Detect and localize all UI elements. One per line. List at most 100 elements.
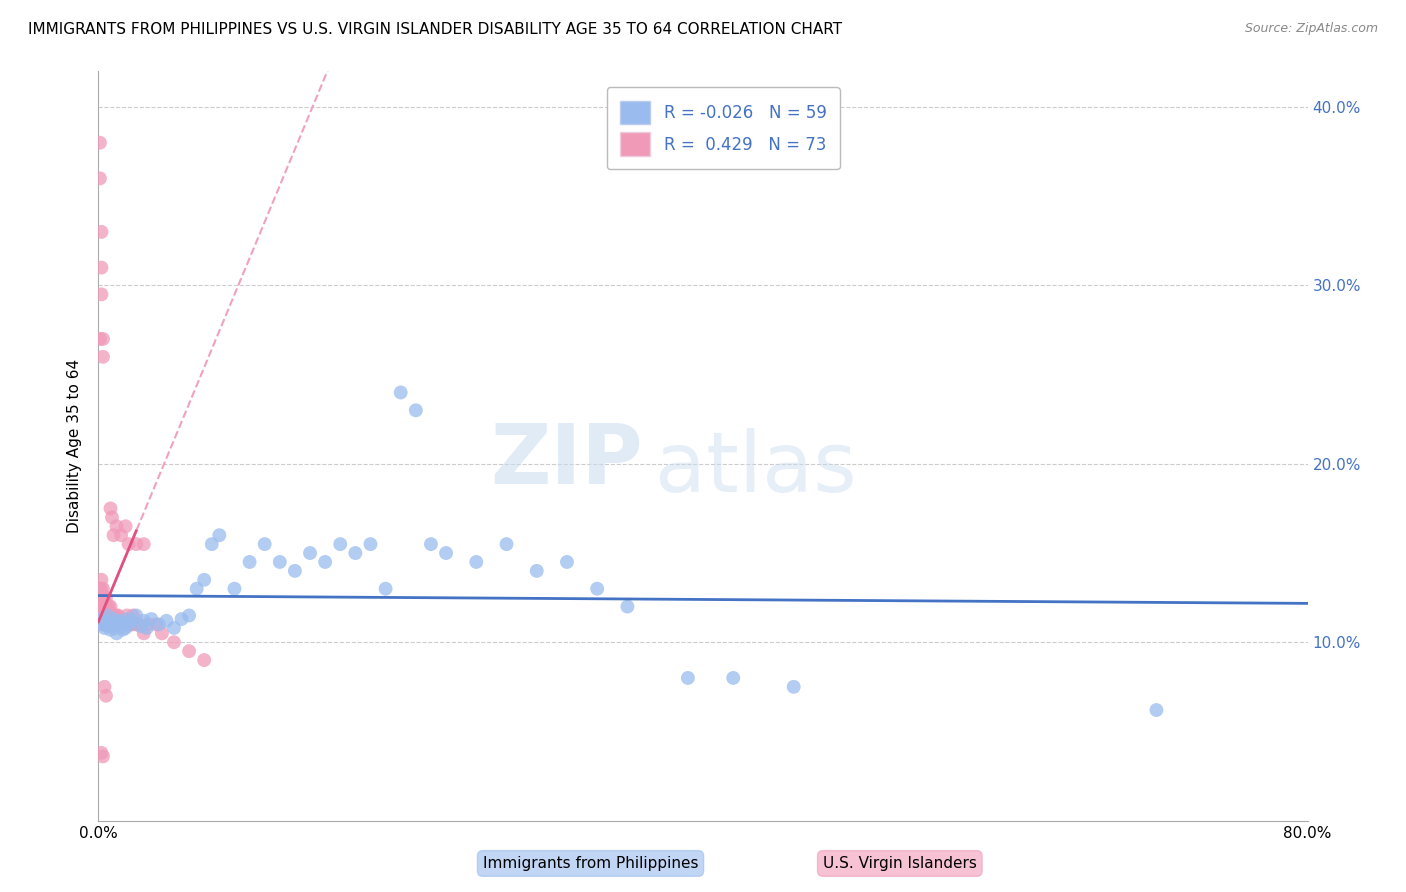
Point xyxy=(360,537,382,551)
Point xyxy=(114,519,136,533)
Point xyxy=(374,582,396,596)
Point xyxy=(110,619,132,633)
Point xyxy=(91,582,114,596)
Point xyxy=(110,617,132,632)
Point xyxy=(100,623,122,637)
Point xyxy=(107,617,129,632)
Point xyxy=(93,591,115,605)
Point xyxy=(103,612,125,626)
Point xyxy=(676,671,699,685)
Point xyxy=(94,599,117,614)
Point xyxy=(299,546,322,560)
Point xyxy=(98,599,121,614)
Point xyxy=(783,680,806,694)
Point xyxy=(420,537,443,551)
Point xyxy=(120,617,142,632)
Point xyxy=(118,537,141,551)
Point xyxy=(145,617,167,632)
Point xyxy=(125,608,148,623)
Point xyxy=(148,617,170,632)
Point xyxy=(91,591,114,605)
Point xyxy=(91,599,114,614)
Point xyxy=(105,626,128,640)
Point xyxy=(96,608,118,623)
Point xyxy=(90,591,112,605)
Point xyxy=(108,617,131,632)
Point xyxy=(108,614,131,628)
Point xyxy=(89,171,111,186)
Point xyxy=(90,746,112,760)
Point xyxy=(91,332,114,346)
Point xyxy=(115,612,138,626)
Point xyxy=(93,617,115,632)
Point xyxy=(526,564,548,578)
Point xyxy=(96,599,118,614)
Point xyxy=(132,537,155,551)
Text: atlas: atlas xyxy=(655,428,856,509)
Point xyxy=(201,537,224,551)
Point xyxy=(94,608,117,623)
Point xyxy=(96,608,118,623)
Point xyxy=(224,582,246,596)
Point xyxy=(128,617,150,632)
Point xyxy=(98,617,121,632)
Point xyxy=(105,617,128,632)
Point xyxy=(96,617,118,632)
Point xyxy=(434,546,457,560)
Point xyxy=(118,617,141,632)
Point xyxy=(89,599,111,614)
Point xyxy=(141,612,163,626)
Point xyxy=(344,546,367,560)
Text: IMMIGRANTS FROM PHILIPPINES VS U.S. VIRGIN ISLANDER DISABILITY AGE 35 TO 64 CORR: IMMIGRANTS FROM PHILIPPINES VS U.S. VIRG… xyxy=(28,22,842,37)
Legend: R = -0.026   N = 59, R =  0.429   N = 73: R = -0.026 N = 59, R = 0.429 N = 73 xyxy=(607,87,839,169)
Point xyxy=(94,591,117,605)
Point xyxy=(89,136,111,150)
Point xyxy=(193,573,215,587)
Point xyxy=(91,608,114,623)
Point xyxy=(104,617,127,632)
Point xyxy=(90,573,112,587)
Point xyxy=(555,555,578,569)
Point xyxy=(132,614,155,628)
Point xyxy=(193,653,215,667)
Point xyxy=(93,680,115,694)
Point xyxy=(90,612,112,626)
Point xyxy=(93,599,115,614)
Point xyxy=(101,510,124,524)
Point xyxy=(90,225,112,239)
Point xyxy=(89,582,111,596)
Point xyxy=(208,528,231,542)
Point xyxy=(329,537,352,551)
Point xyxy=(122,608,145,623)
Point xyxy=(1144,703,1167,717)
Point xyxy=(90,608,112,623)
Point xyxy=(94,614,117,628)
Point xyxy=(495,537,517,551)
Point xyxy=(103,528,125,542)
Point xyxy=(723,671,745,685)
Point xyxy=(104,621,127,635)
Point xyxy=(112,615,135,630)
Point xyxy=(101,617,124,632)
Point xyxy=(314,555,336,569)
Point xyxy=(100,608,122,623)
Point xyxy=(104,608,127,623)
Point xyxy=(107,608,129,623)
Point xyxy=(253,537,276,551)
Point xyxy=(129,619,152,633)
Point xyxy=(389,385,412,400)
Point xyxy=(105,608,128,623)
Text: Immigrants from Philippines: Immigrants from Philippines xyxy=(482,856,699,871)
Point xyxy=(94,689,117,703)
Point xyxy=(125,617,148,632)
Point xyxy=(90,582,112,596)
Point xyxy=(89,332,111,346)
Point xyxy=(98,619,121,633)
Point xyxy=(121,614,143,628)
Text: ZIP: ZIP xyxy=(491,420,643,501)
Point xyxy=(103,608,125,623)
Point xyxy=(179,644,201,658)
Point xyxy=(239,555,262,569)
Point xyxy=(132,626,155,640)
Point xyxy=(103,617,125,632)
